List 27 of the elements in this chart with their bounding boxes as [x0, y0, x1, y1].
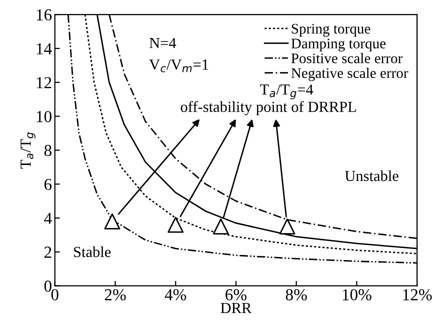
annotation: Unstable [344, 170, 398, 182]
x-tick-label: 2% [104, 289, 126, 300]
y-tick-label: 12 [36, 77, 52, 88]
x-axis-title: DRR [220, 302, 252, 313]
legend-label: Positive scale error [291, 53, 403, 64]
y-tick-label: 0 [44, 280, 52, 292]
x-tick-label: 10% [342, 289, 372, 300]
y-tick-label: 4 [44, 212, 52, 224]
legend-label: Damping torque [291, 38, 386, 52]
legend-label: Spring torque [292, 24, 370, 37]
y-tick-label: 6 [44, 178, 52, 190]
y-tick-label: 8 [44, 144, 52, 156]
y-tick-label: 14 [36, 43, 52, 54]
x-tick-label: 12% [403, 289, 432, 300]
y-axis-title: T$_{a}$/T$_{g}$ [20, 132, 36, 169]
x-tick-label: 4% [164, 289, 186, 300]
annotation: V$_{c}$/V$_{m}$=1 [149, 60, 208, 72]
y-tick-label: 2 [44, 246, 52, 258]
annotation: off-stability point of DRRPL [180, 101, 356, 116]
annotation: Stable [74, 246, 111, 258]
annotation: T$_{a}$/T$_{g}$=4 [260, 84, 314, 100]
x-tick-label: 8% [286, 289, 307, 300]
annotation: N=4 [149, 38, 176, 48]
x-tick-label: 6% [226, 289, 247, 300]
y-tick-label: 10 [36, 110, 52, 122]
y-tick-label: 16 [36, 9, 52, 20]
legend-label: Negative scale error [291, 68, 408, 82]
